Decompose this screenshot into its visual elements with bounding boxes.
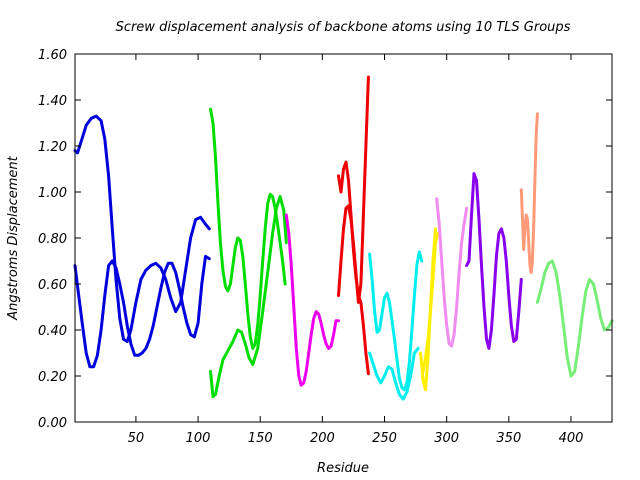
series-line-14 xyxy=(519,112,539,274)
series-line-2 xyxy=(73,254,211,369)
y-tick-label: 1.20 xyxy=(38,140,67,155)
series-line-6 xyxy=(337,75,370,304)
chart-title: Screw displacement analysis of backbone … xyxy=(116,20,571,35)
y-axis-label: Angstroms Displacement xyxy=(6,155,21,320)
x-tick-label: 150 xyxy=(248,431,273,446)
series-line-3 xyxy=(209,107,287,350)
series-line-12 xyxy=(435,197,469,348)
series-line-7 xyxy=(337,160,370,376)
x-tick-label: 300 xyxy=(434,431,459,446)
y-tick-label: 0.00 xyxy=(38,416,67,431)
series-group xyxy=(73,75,614,401)
series-line-8 xyxy=(368,250,424,392)
x-axis: 50 100 150 200 250 300 350 400 xyxy=(128,54,584,446)
series-line-9 xyxy=(368,346,420,401)
series-line-5 xyxy=(284,213,340,387)
y-tick-label: 1.40 xyxy=(38,94,67,109)
x-tick-label: 350 xyxy=(496,431,521,446)
series-line-4 xyxy=(209,195,288,399)
y-tick-label: 0.80 xyxy=(38,232,67,247)
x-axis-label: Residue xyxy=(317,461,369,476)
x-tick-label: 400 xyxy=(559,431,584,446)
series-line-13 xyxy=(465,172,523,350)
y-axis: 0.00 0.20 0.40 0.60 0.80 1.00 1.20 1.40 1.60 xyxy=(38,48,612,431)
x-tick-label: 250 xyxy=(372,431,397,446)
y-tick-label: 1.00 xyxy=(38,186,67,201)
y-tick-label: 0.20 xyxy=(38,370,67,385)
y-tick-label: 1.60 xyxy=(38,48,67,63)
x-tick-label: 100 xyxy=(186,431,211,446)
x-tick-label: 50 xyxy=(128,431,145,446)
y-tick-label: 0.60 xyxy=(38,278,67,293)
y-tick-label: 0.40 xyxy=(38,324,67,339)
series-line-11 xyxy=(421,231,440,373)
plot-area xyxy=(73,53,614,423)
series-line-15 xyxy=(535,259,614,378)
series-line-1 xyxy=(73,114,211,343)
x-tick-label: 200 xyxy=(310,431,335,446)
